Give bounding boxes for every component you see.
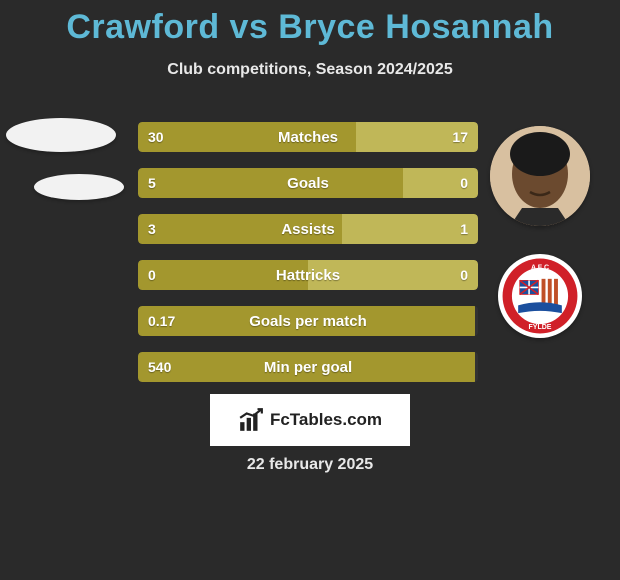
player-avatar — [490, 126, 590, 226]
stat-value-left: 3 — [148, 214, 156, 244]
stat-row: Min per goal540 — [138, 352, 478, 382]
left-player-placeholder — [6, 118, 124, 200]
page-title: Crawford vs Bryce Hosannah — [0, 0, 620, 47]
stat-label: Hattricks — [138, 260, 478, 290]
stat-label: Min per goal — [138, 352, 478, 382]
date-label: 22 february 2025 — [0, 456, 620, 474]
svg-text:A F C: A F C — [531, 264, 549, 271]
stat-label: Assists — [138, 214, 478, 244]
stat-value-left: 5 — [148, 168, 156, 198]
right-player-column: A F C FYLDE — [490, 126, 590, 338]
stat-label: Goals — [138, 168, 478, 198]
stat-row: Matches30 17 — [138, 122, 478, 152]
avatar-icon — [490, 126, 590, 226]
stat-row: Hattricks0 0 — [138, 260, 478, 290]
stat-value-left: 0 — [148, 260, 156, 290]
footer-brand-label: FcTables.com — [270, 410, 382, 430]
stat-row: Assists3 1 — [138, 214, 478, 244]
stat-value-right: 1 — [460, 214, 468, 244]
stat-value-right: 17 — [452, 122, 468, 152]
stat-row: Goals per match0.17 — [138, 306, 478, 336]
stat-label: Goals per match — [138, 306, 478, 336]
stat-value-right: 0 — [460, 260, 468, 290]
stat-label: Matches — [138, 122, 478, 152]
stat-value-left: 0.17 — [148, 306, 175, 336]
page-subtitle: Club competitions, Season 2024/2025 — [0, 61, 620, 79]
placeholder-ellipse — [6, 118, 116, 152]
club-badge: A F C FYLDE — [498, 254, 582, 338]
placeholder-ellipse — [34, 174, 124, 200]
chart-icon — [238, 407, 264, 433]
stat-value-left: 30 — [148, 122, 164, 152]
stat-value-right: 0 — [460, 168, 468, 198]
svg-text:FYLDE: FYLDE — [529, 324, 552, 331]
stat-value-left: 540 — [148, 352, 171, 382]
stats-bars: Matches3017Goals50Assists31Hattricks00Go… — [138, 122, 478, 398]
club-badge-icon: A F C FYLDE — [501, 257, 579, 335]
stat-row: Goals5 0 — [138, 168, 478, 198]
footer-brand[interactable]: FcTables.com — [210, 394, 410, 446]
